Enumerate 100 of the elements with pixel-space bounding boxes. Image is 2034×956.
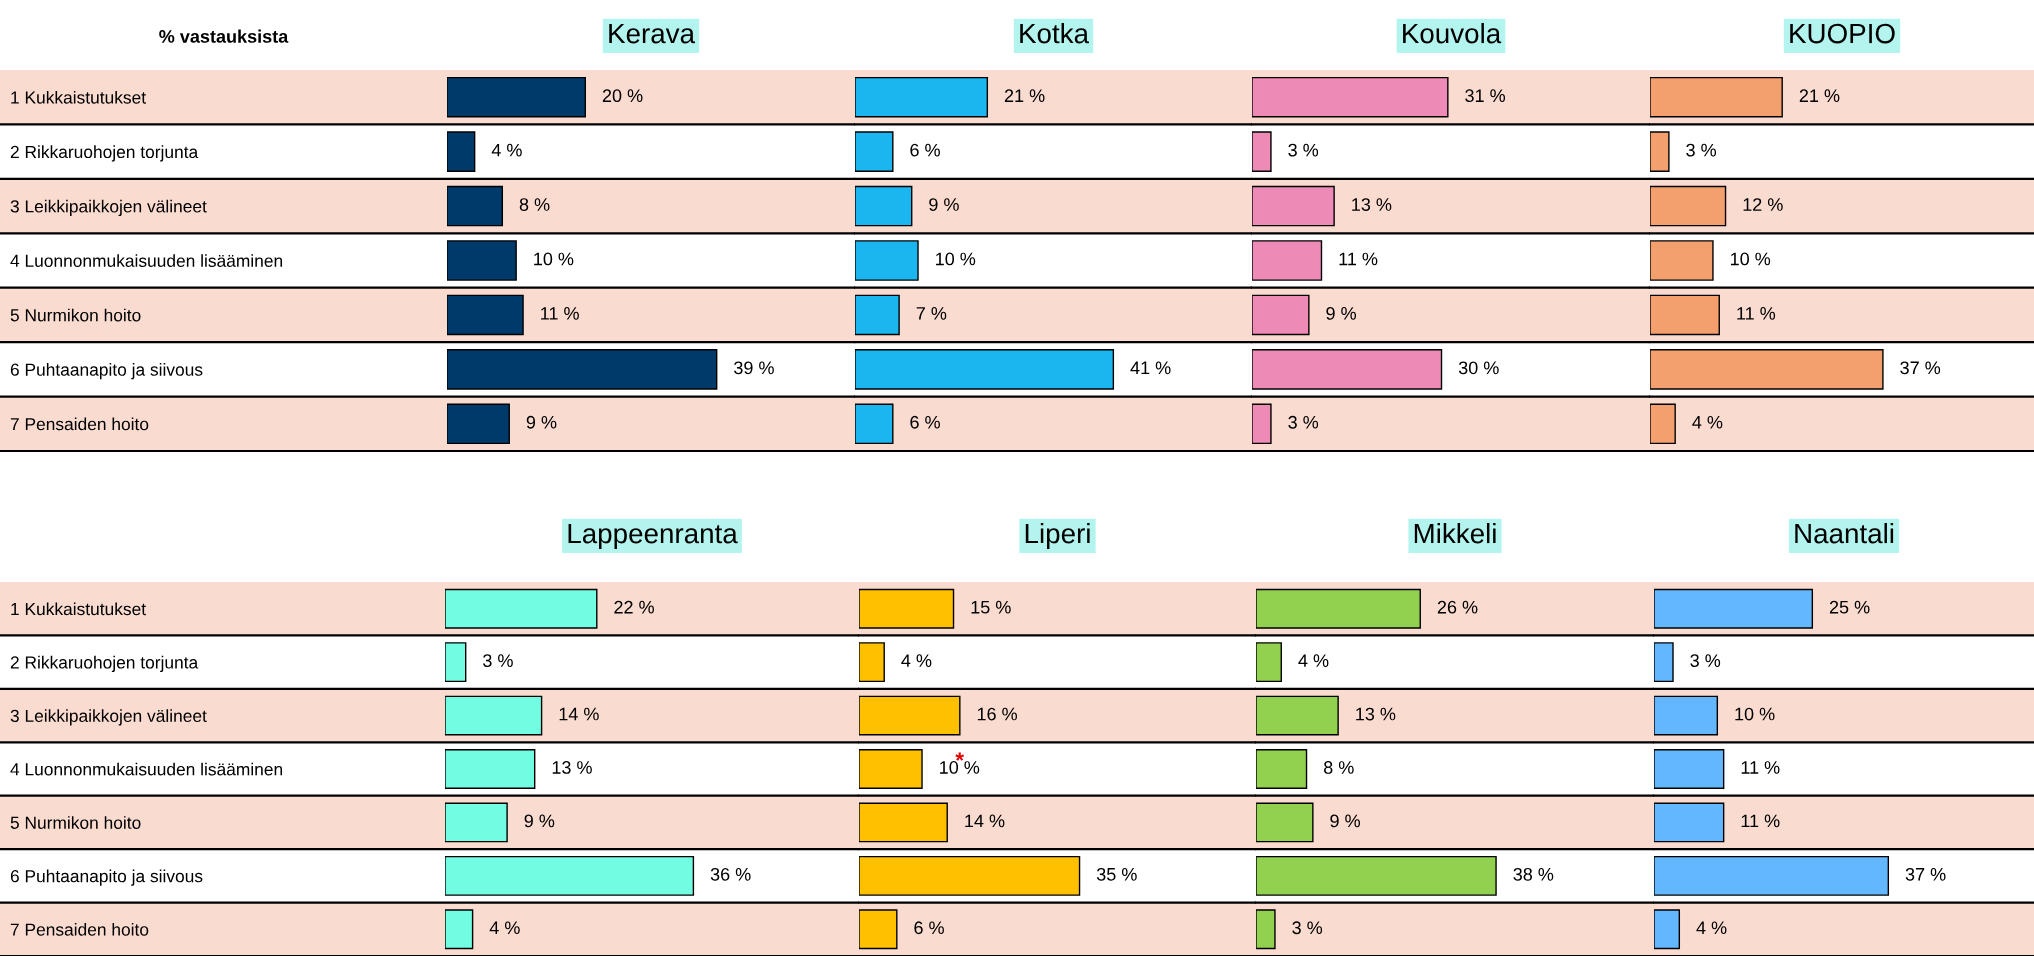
y-tick-label: 4 Luonnonmukaisuuden lisääminen xyxy=(10,254,283,267)
data-label: 13 % xyxy=(552,761,592,774)
bar xyxy=(445,749,536,789)
bar xyxy=(859,909,898,950)
data-label: 3 % xyxy=(1686,143,1717,157)
data-label: 3 % xyxy=(483,654,513,667)
bar xyxy=(1650,240,1714,281)
data-label: 11 % xyxy=(1339,252,1378,266)
data-label: 6 % xyxy=(910,415,940,429)
bar xyxy=(1252,403,1272,445)
y-tick-label: 1 Kukkaistutukset xyxy=(11,602,146,616)
bar xyxy=(445,695,543,736)
data-label: 20 % xyxy=(602,89,643,103)
bar xyxy=(445,909,474,950)
bar xyxy=(1252,185,1335,227)
data-label: 38 % xyxy=(1513,867,1554,881)
data-label: 6 % xyxy=(910,143,940,157)
bar xyxy=(1654,909,1681,950)
y-tick-label: 4 Luonnonmukaisuuden lisääminen xyxy=(10,762,283,776)
bar xyxy=(1650,294,1720,336)
data-label: 16 % xyxy=(977,707,1017,721)
data-label: 10 % xyxy=(534,252,574,266)
bar xyxy=(1654,642,1674,683)
data-label: 25 % xyxy=(1829,600,1870,614)
bar xyxy=(447,131,476,172)
bar xyxy=(1256,802,1314,843)
data-label: 21 % xyxy=(1799,89,1840,102)
data-label: 10 % xyxy=(1730,252,1771,266)
bar xyxy=(859,855,1081,896)
bar xyxy=(447,349,718,390)
bar xyxy=(859,588,955,629)
data-label: 4 % xyxy=(1696,921,1727,935)
data-label: 11 % xyxy=(1741,761,1780,774)
bar xyxy=(1654,749,1725,789)
data-label: 11 % xyxy=(1737,307,1776,320)
data-label: 3 % xyxy=(1690,654,1721,667)
y-tick-label: 3 Leikkipaikkojen välineet xyxy=(10,199,207,216)
data-label: 10 % xyxy=(1735,707,1775,721)
bar xyxy=(855,240,919,281)
bar xyxy=(1256,855,1497,896)
data-label: 37 % xyxy=(1900,361,1941,375)
data-label: 9 % xyxy=(526,415,557,429)
data-label: 4 % xyxy=(491,143,522,157)
y-tick-label: 2 Rikkaruohojen torjunta xyxy=(10,145,199,162)
data-label: 35 % xyxy=(1096,867,1137,881)
data-label: 21 % xyxy=(1004,89,1045,102)
bar xyxy=(445,588,598,629)
y-tick-label: 5 Nurmikon hoito xyxy=(10,816,141,829)
data-label: 31 % xyxy=(1465,89,1506,103)
data-label: 10 % xyxy=(940,761,980,774)
data-label: 8 % xyxy=(519,198,550,211)
text: % vastauksista xyxy=(159,29,289,43)
data-label: 36 % xyxy=(710,867,751,881)
data-label: 15 % xyxy=(971,600,1011,614)
data-label: 9 % xyxy=(1330,814,1360,828)
data-label: 41 % xyxy=(1130,361,1171,375)
data-label: 14 % xyxy=(559,707,599,721)
data-label: 37 % xyxy=(1905,867,1946,881)
data-label: 3 % xyxy=(1288,143,1319,157)
y-tick-label: 7 Pensaiden hoito xyxy=(10,922,149,936)
bar xyxy=(447,76,587,118)
bar xyxy=(859,642,885,683)
data-label: 3 % xyxy=(1288,415,1319,429)
data-label: 8 % xyxy=(1323,761,1354,774)
bar xyxy=(859,695,961,736)
bar xyxy=(859,802,948,843)
bar xyxy=(1654,855,1890,896)
data-label: 39 % xyxy=(734,361,774,375)
y-tick-label: 7 Pensaiden hoito xyxy=(10,417,149,431)
bar xyxy=(855,294,900,336)
bar xyxy=(855,349,1115,390)
bar xyxy=(1252,349,1443,390)
y-tick-label: 3 Leikkipaikkojen välineet xyxy=(10,709,207,726)
y-tick-label: 6 Puhtaanapito ja siivous xyxy=(10,869,203,886)
bar xyxy=(1252,131,1272,172)
y-tick-label: 5 Nurmikon hoito xyxy=(10,308,141,322)
chart-title: Kerava xyxy=(609,24,696,44)
data-label: 4 % xyxy=(489,921,520,935)
data-label: 6 % xyxy=(914,921,944,935)
data-label: 11 % xyxy=(1741,814,1780,828)
bar xyxy=(855,403,894,445)
bar xyxy=(1256,909,1276,950)
data-label: 7 % xyxy=(916,307,947,320)
y-tick-label: 1 Kukkaistutukset xyxy=(11,90,146,104)
data-label: 11 % xyxy=(541,307,579,320)
annotation: * xyxy=(955,752,964,761)
bar xyxy=(1650,403,1676,445)
chart-title: Mikkeli xyxy=(1414,522,1496,544)
data-label: 9 % xyxy=(1326,306,1356,320)
bar xyxy=(855,131,894,172)
bar xyxy=(445,802,508,843)
data-label: 13 % xyxy=(1352,198,1392,211)
y-tick-label: 2 Rikkaruohojen torjunta xyxy=(10,655,199,673)
bar xyxy=(447,403,510,445)
bar xyxy=(1256,695,1339,736)
bar xyxy=(1252,294,1310,336)
y-tick-label: 6 Puhtaanapito ja siivous xyxy=(10,363,203,380)
data-label: 10 % xyxy=(936,252,976,266)
bar xyxy=(447,185,504,227)
data-label: 4 % xyxy=(901,654,932,667)
